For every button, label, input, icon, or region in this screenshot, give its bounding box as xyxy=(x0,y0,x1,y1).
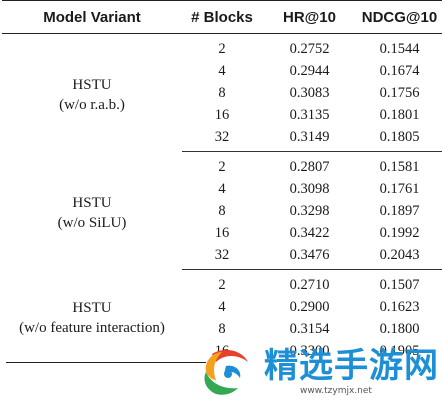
header-model-variant: Model Variant xyxy=(2,0,182,34)
blocks-cell: 4 xyxy=(218,62,226,79)
results-table: Model Variant # Blocks HR@10 NDCG@10 HST… xyxy=(2,0,442,362)
ndcg-cell: 0.2043 xyxy=(357,244,442,270)
ndcg-cell: 0.1756 xyxy=(379,84,420,101)
watermark-url: www.tzymjx.net xyxy=(300,386,372,396)
ndcg-cell: 0.1761 xyxy=(379,180,420,197)
ndcg-cell: 0.1544 xyxy=(379,40,420,57)
table-row: 16 0.3135 0.1801 xyxy=(2,104,442,126)
watermark: 精选手游网 www.tzymjx.net xyxy=(190,340,444,406)
hr-cell: 0.2900 xyxy=(289,298,330,315)
table-row: 4 0.2900 0.1623 xyxy=(2,296,442,318)
header-blocks: # Blocks xyxy=(182,0,262,34)
ndcg-cell: 0.1581 xyxy=(379,158,420,175)
table-row: 8 0.3154 0.1800 xyxy=(2,318,442,340)
hr-cell: 0.2710 xyxy=(289,276,330,293)
blocks-cell: 2 xyxy=(218,158,226,175)
table-row: 32 0.3149 0.1805 xyxy=(2,126,442,152)
model-qualifier: (w/o r.a.b.) xyxy=(59,96,125,113)
results-table-wrapper: Model Variant # Blocks HR@10 NDCG@10 HST… xyxy=(2,0,442,362)
blocks-cell: 8 xyxy=(218,202,226,219)
model-qualifier: (w/o SiLU) xyxy=(57,214,127,231)
watermark-text: 精选手游网 xyxy=(264,346,439,386)
watermark-logo-icon xyxy=(204,349,248,395)
ndcg-cell: 0.1507 xyxy=(379,276,420,293)
table-row: 16 0.3422 0.1992 xyxy=(2,222,442,244)
model-variant-cell: HSTU (w/o feature interaction) xyxy=(2,270,182,363)
ndcg-cell: 0.1800 xyxy=(379,320,420,337)
table-row: HSTU (w/o SiLU) 2 0.2807 0.1581 xyxy=(2,152,442,231)
hr-cell: 0.3149 xyxy=(262,126,357,152)
hr-cell: 0.3422 xyxy=(289,224,330,241)
hr-cell: 0.3135 xyxy=(289,106,330,123)
blocks-cell: 8 xyxy=(218,84,226,101)
ndcg-cell: 0.1801 xyxy=(379,106,420,123)
blocks-cell: 2 xyxy=(218,40,226,57)
table-row: 4 0.2944 0.1674 xyxy=(2,60,442,82)
table-row: HSTU (w/o feature interaction) 2 0.2710 … xyxy=(2,270,442,336)
blocks-cell: 4 xyxy=(218,180,226,197)
hr-cell: 0.3154 xyxy=(289,320,330,337)
ndcg-cell: 0.1905 xyxy=(379,342,420,359)
ndcg-cell: 0.1674 xyxy=(379,62,420,79)
ndcg-cell: 0.1992 xyxy=(379,224,420,241)
ndcg-cell: 0.1623 xyxy=(379,298,420,315)
hr-cell: 0.3476 xyxy=(262,244,357,270)
blocks-cell: 2 xyxy=(218,276,226,293)
blocks-cell: 4 xyxy=(218,298,226,315)
header-ndcg10: NDCG@10 xyxy=(357,0,442,34)
ndcg-cell: 0.1805 xyxy=(357,126,442,152)
hr-cell: 0.2807 xyxy=(289,158,330,175)
table-row: 32 0.3476 0.2043 xyxy=(2,244,442,270)
model-name: HSTU xyxy=(72,299,112,316)
hr-cell: 0.3098 xyxy=(289,180,330,197)
table-bottom-rule xyxy=(6,362,206,363)
model-name: HSTU xyxy=(72,194,112,211)
model-qualifier: (w/o feature interaction) xyxy=(19,319,165,336)
hr-cell: 0.2944 xyxy=(289,62,330,79)
blocks-cell: 32 xyxy=(182,244,262,270)
table-row: 4 0.3098 0.1761 xyxy=(2,178,442,200)
hr-cell: 0.3298 xyxy=(289,202,330,219)
table-row: HSTU (w/o r.a.b.) 2 0.2752 0.1544 xyxy=(2,34,442,113)
hr-cell: 0.3083 xyxy=(289,84,330,101)
ndcg-cell: 0.1897 xyxy=(379,202,420,219)
table-header-row: Model Variant # Blocks HR@10 NDCG@10 xyxy=(2,0,442,34)
hr-cell: 0.2752 xyxy=(289,40,330,57)
model-variant-cell: HSTU (w/o r.a.b.) xyxy=(2,34,182,152)
blocks-cell: 16 xyxy=(214,106,230,123)
hr-cell: 0.3300 xyxy=(289,342,330,359)
model-name: HSTU xyxy=(72,76,112,93)
table-row: 8 0.3083 0.1756 xyxy=(2,82,442,104)
header-hr10: HR@10 xyxy=(262,0,357,34)
table-row: 8 0.3298 0.1897 xyxy=(2,200,442,222)
blocks-cell: 8 xyxy=(218,320,226,337)
blocks-cell: 32 xyxy=(182,126,262,152)
blocks-cell: 16 xyxy=(214,224,230,241)
model-variant-cell: HSTU (w/o SiLU) xyxy=(2,152,182,270)
